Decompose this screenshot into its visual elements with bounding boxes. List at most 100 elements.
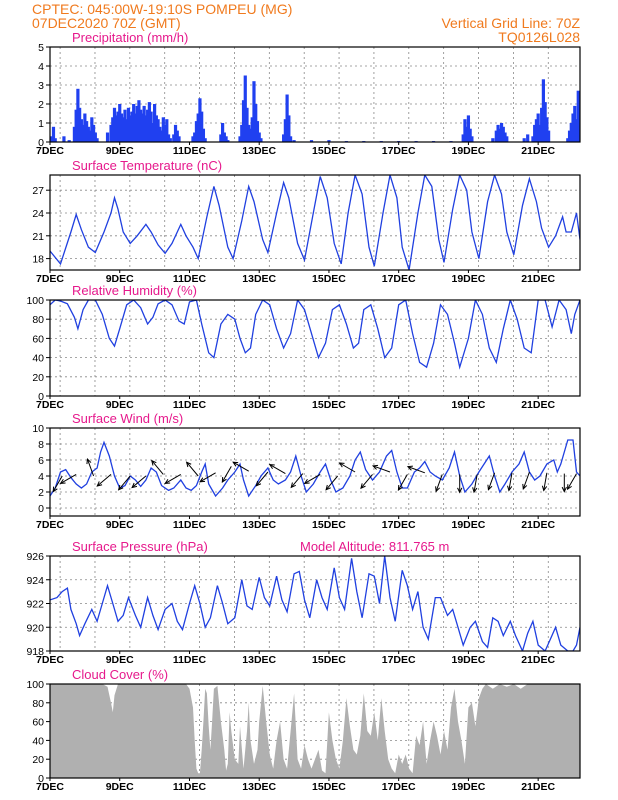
precip-bar [88,130,92,142]
wind-arrow-shaft [131,475,147,488]
wind-arrow [435,474,443,493]
precip-bar [132,104,136,142]
precip-bar [168,138,172,142]
wind-arrow-head [541,485,548,492]
precip-bar [245,107,249,142]
x-tick-label: 11DEC [173,145,207,157]
wind-arrow-head [151,459,157,466]
wind-arrow-shaft [118,475,131,491]
precip-bar [463,119,467,142]
precip-bar [201,128,206,142]
wind-arrow [522,471,530,490]
wind-arrow [59,473,77,484]
wind-arrow-shaft [199,472,216,483]
x-tick-label: 7DEC [36,145,64,157]
data-layer [50,439,580,498]
precip-bar [137,100,141,142]
x-tick-label: 17DEC [382,519,416,531]
wind-arrow [406,465,426,474]
x-tick-label: 11DEC [173,273,207,285]
wind-arrow-head [522,483,528,490]
precip-bar [123,109,127,142]
precip-bar [288,136,293,142]
x-tick-label: 13DEC [242,273,276,285]
y-tick-label: 20 [32,754,44,766]
wind-arrow-shaft [325,475,339,491]
x-tick-label: 15DEC [312,654,346,666]
wind-arrow-head [268,464,275,470]
precip-bar [226,140,230,142]
wind-arrow-shaft [86,458,95,477]
precip-bar [159,130,164,142]
wind-arrow-shaft [255,471,269,487]
wind-arrow-head [507,485,513,492]
wind-arrow-head [360,483,366,490]
wind-arrow-shaft [60,473,77,484]
wind-arrow [561,473,567,493]
y-tick-label: 80 [32,314,44,326]
wind-arrow [371,464,391,473]
precip-bar [151,123,155,142]
precip-bar [503,132,507,142]
precip-bar [240,124,244,142]
precip-bar [139,109,143,142]
precip-bar [254,104,258,142]
wind-arrow-head [371,464,379,470]
header-run-time: 07DEC2020 70Z (GMT) [32,15,181,31]
precip-bar [252,81,256,142]
precip-bar [193,132,197,142]
precip-bar [91,124,96,142]
wind-arrow-head [52,486,58,493]
panel-0: 0 1 2 3 4 5 7DEC 9DEC 11DEC 13DEC 15DEC 17DEC 19DEC 2… [36,30,581,157]
x-tick-label: 15DEC [312,519,346,531]
precip-bar [114,115,118,142]
wind-arrow-head [86,458,92,465]
y-tick-label: 920 [26,622,44,634]
x-tick-label: 21DEC [521,519,555,531]
wind-arrow-head [221,476,227,483]
precip-bar [76,88,80,142]
precip-bar [567,130,572,142]
wind-arrow-shaft [269,464,286,475]
precip-bar [569,123,573,142]
precip-bar [128,115,132,142]
x-tick-label: 7DEC [36,519,64,531]
wind-arrow-shaft [304,473,321,484]
x-tick-label: 7DEC [36,654,64,666]
x-tick-label: 21DEC [521,399,555,411]
precip-bar [543,102,547,142]
y-tick-label: 10 [32,423,44,435]
precip-bar [147,102,151,142]
precip-bar [534,119,539,142]
precip-bar [81,124,85,142]
wind-arrow-head [325,484,331,491]
x-tick-label: 7DEC [36,781,64,793]
precip-bar [547,130,551,142]
wind-arrow-head [561,486,567,493]
plot-frame [49,683,581,779]
y-tick-label: 4 [38,61,44,73]
precip-bar [526,134,530,142]
precip-bar [173,124,178,142]
precip-bar [220,123,225,142]
x-tick-label: 17DEC [382,273,416,285]
plot-frame [49,555,581,652]
y-tick-label: 6 [38,455,44,467]
precip-bar [119,113,124,142]
wind-arrow [290,473,304,489]
wind-arrow [487,472,496,491]
x-tick-label: 9DEC [106,273,134,285]
precip-bar [130,111,134,142]
precip-bar [74,109,78,142]
wind-arrow-head [406,465,413,471]
wind-arrow-shaft [567,473,577,490]
precip-bar [566,138,570,142]
wind-arrow-shaft [435,474,443,492]
precip-bar [158,126,162,142]
wind-arrow [507,472,513,492]
y-tick-label: 27 [32,185,44,197]
wind-arrow-shaft [221,466,232,483]
x-tick-label: 19DEC [451,519,485,531]
precip-bar [111,117,115,142]
precip-bar [161,117,165,142]
